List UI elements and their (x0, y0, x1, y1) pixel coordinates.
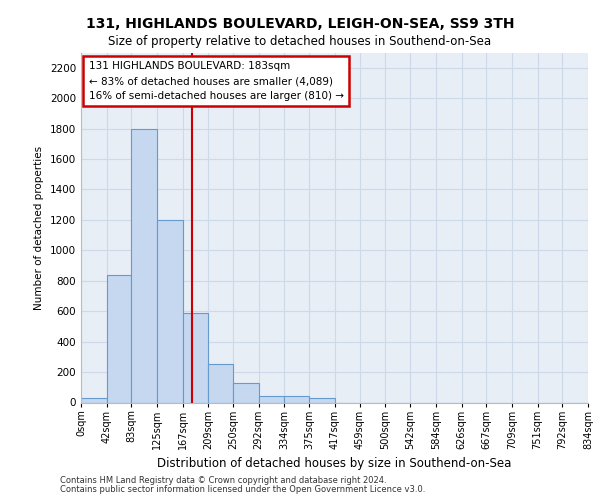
Bar (208, 364, 233, 403)
Bar (107, 274, 131, 402)
Bar (81, 398, 107, 402)
Bar (182, 312, 208, 402)
Bar (259, 396, 284, 402)
Y-axis label: Number of detached properties: Number of detached properties (34, 146, 44, 310)
Text: 131 HIGHLANDS BOULEVARD: 183sqm
← 83% of detached houses are smaller (4,089)
16%: 131 HIGHLANDS BOULEVARD: 183sqm ← 83% of… (89, 61, 344, 101)
X-axis label: Distribution of detached houses by size in Southend-on-Sea: Distribution of detached houses by size … (157, 457, 512, 470)
Text: 131, HIGHLANDS BOULEVARD, LEIGH-ON-SEA, SS9 3TH: 131, HIGHLANDS BOULEVARD, LEIGH-ON-SEA, … (86, 18, 514, 32)
Bar (284, 396, 309, 402)
Bar (131, 128, 157, 402)
Text: Contains public sector information licensed under the Open Government Licence v3: Contains public sector information licen… (60, 485, 425, 494)
Bar (157, 220, 182, 402)
Bar (233, 384, 259, 402)
Text: Contains HM Land Registry data © Crown copyright and database right 2024.: Contains HM Land Registry data © Crown c… (60, 476, 386, 485)
Bar (309, 398, 335, 402)
Text: Size of property relative to detached houses in Southend-on-Sea: Size of property relative to detached ho… (109, 35, 491, 48)
